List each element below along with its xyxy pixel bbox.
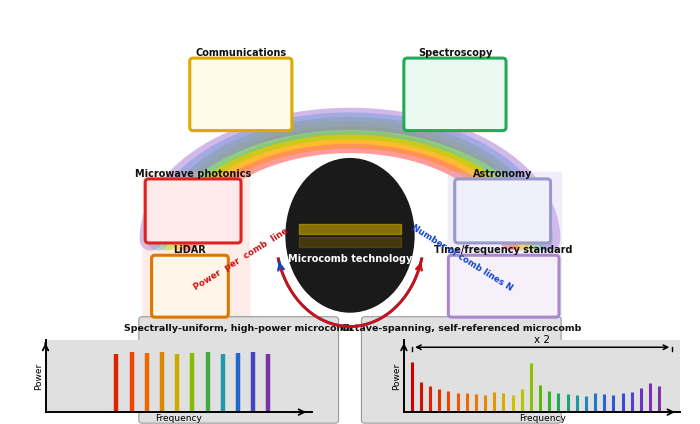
FancyBboxPatch shape xyxy=(447,172,564,326)
Text: x 2: x 2 xyxy=(534,335,550,345)
Text: Time/frequency standard: Time/frequency standard xyxy=(435,245,573,255)
X-axis label: Frequency: Frequency xyxy=(155,413,202,423)
X-axis label: Frequency: Frequency xyxy=(519,413,566,423)
FancyBboxPatch shape xyxy=(455,179,551,243)
Text: Octave-spanning, self-referenced microcomb: Octave-spanning, self-referenced microco… xyxy=(341,324,582,333)
Text: Number of comb lines N: Number of comb lines N xyxy=(410,223,514,293)
Ellipse shape xyxy=(284,157,416,314)
Text: Microwave photonics: Microwave photonics xyxy=(135,169,251,179)
FancyBboxPatch shape xyxy=(139,317,339,423)
Text: Spectrally-uniform, high-power microcomb: Spectrally-uniform, high-power microcomb xyxy=(124,324,354,333)
Y-axis label: Power: Power xyxy=(34,363,43,390)
FancyBboxPatch shape xyxy=(190,58,292,131)
Text: LiDAR: LiDAR xyxy=(174,245,206,255)
Bar xyxy=(412,66,498,123)
FancyBboxPatch shape xyxy=(449,255,559,317)
Bar xyxy=(197,66,284,123)
FancyBboxPatch shape xyxy=(145,179,241,243)
Bar xyxy=(456,263,552,310)
FancyBboxPatch shape xyxy=(152,255,228,317)
Bar xyxy=(159,263,220,310)
Text: Microcomb technology: Microcomb technology xyxy=(288,254,412,264)
Text: Spectroscopy: Spectroscopy xyxy=(418,48,492,58)
FancyBboxPatch shape xyxy=(142,172,251,326)
Text: Communications: Communications xyxy=(195,48,286,58)
FancyBboxPatch shape xyxy=(404,58,506,131)
FancyBboxPatch shape xyxy=(361,317,561,423)
Bar xyxy=(153,187,233,235)
Text: Power  per  comb  line: Power per comb line xyxy=(193,227,290,293)
Y-axis label: Power: Power xyxy=(392,363,401,390)
Bar xyxy=(463,187,543,235)
Text: Astronomy: Astronomy xyxy=(473,169,532,179)
